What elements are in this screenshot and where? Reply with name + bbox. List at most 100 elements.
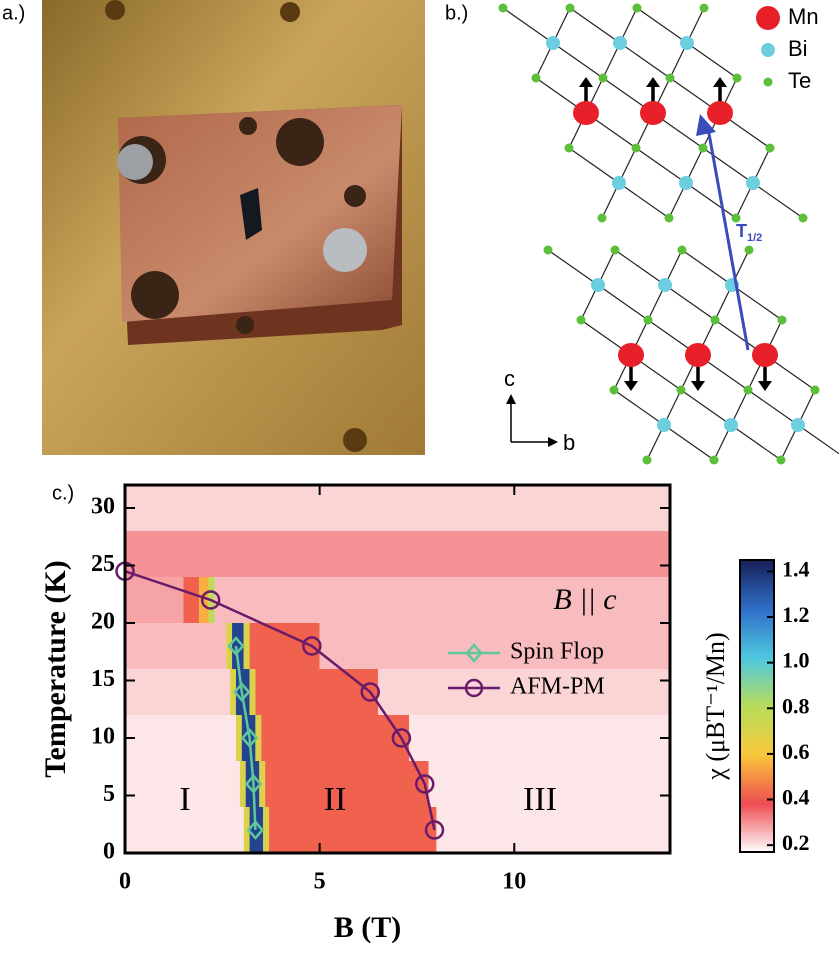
- atom: [685, 343, 711, 367]
- colorbar-step: [740, 778, 774, 783]
- plate-hole: [344, 185, 366, 207]
- heatmap-cell: [261, 715, 410, 761]
- colorbar-step: [740, 743, 774, 748]
- atom: [676, 385, 686, 395]
- colorbar-step: [740, 585, 774, 590]
- colorbar-step: [740, 737, 774, 742]
- atom: [677, 245, 687, 255]
- colorbar-step: [740, 577, 774, 581]
- y-axis-label: Temperature (K): [39, 560, 72, 777]
- translation-vector: [706, 127, 750, 351]
- heatmap-cell: [259, 761, 266, 807]
- atom: [744, 245, 754, 255]
- heatmap-cell: [214, 577, 671, 623]
- colorbar-step: [740, 784, 774, 789]
- colorbar-step: [740, 763, 774, 768]
- bond: [685, 182, 737, 219]
- atom: [498, 3, 508, 13]
- colorbar-step: [740, 673, 774, 678]
- heatmap-cell: [409, 715, 670, 761]
- vector-label-sub: 1/2: [747, 232, 762, 244]
- atom: [632, 3, 642, 13]
- bond: [730, 424, 782, 461]
- colorbar-step: [740, 632, 774, 637]
- y-tick-label: 25: [91, 551, 115, 577]
- sample: [240, 188, 262, 240]
- spin-arrow-head: [713, 77, 727, 87]
- atom: [765, 143, 775, 153]
- atom: [642, 455, 652, 465]
- heatmap-cell: [125, 761, 240, 807]
- legend-label: AFM-PM: [510, 674, 605, 700]
- plate-hole: [276, 118, 324, 166]
- colorbar-step: [740, 810, 774, 815]
- colorbar-step: [740, 828, 774, 833]
- colorbar-step: [740, 787, 774, 792]
- vector-label-main: T: [736, 221, 747, 241]
- photo-hole: [280, 2, 300, 22]
- colorbar-step: [740, 670, 774, 675]
- colorbar-step: [740, 617, 774, 622]
- colorbar-step: [740, 638, 774, 643]
- heatmap-cell: [263, 807, 270, 853]
- colorbar-step: [740, 708, 774, 713]
- colorbar-step: [740, 720, 774, 725]
- colorbar-step: [740, 816, 774, 821]
- photo-hole: [343, 428, 367, 452]
- vector-label: T1/2: [736, 221, 762, 244]
- heatmap-cell: [125, 485, 670, 531]
- atom: [665, 73, 675, 83]
- y-tick-label: 30: [91, 494, 115, 520]
- heatmap-cell: [243, 623, 250, 669]
- heatmap-cell: [319, 623, 670, 669]
- bond: [614, 249, 666, 286]
- colorbar-step: [740, 766, 774, 771]
- colorbar-step: [740, 793, 774, 798]
- marker: [302, 636, 322, 656]
- colorbar-step: [740, 804, 774, 809]
- panel-label: c.): [52, 482, 74, 504]
- x-tick-label: 5: [314, 869, 326, 895]
- colorbar-step: [740, 848, 774, 853]
- y-tick-label: 0: [103, 839, 115, 865]
- heatmap-cell: [378, 669, 670, 715]
- colorbar-tick-label: 1.4: [782, 556, 810, 581]
- bond: [635, 147, 687, 184]
- spin-arrow-head: [624, 381, 638, 391]
- axis-arrow-head: [548, 437, 558, 447]
- plate-hole: [236, 316, 254, 334]
- colorbar-step: [740, 676, 774, 681]
- colorbar-step: [740, 714, 774, 719]
- colorbar-tick-label: 0.6: [782, 739, 810, 764]
- legend-marker: [465, 643, 483, 663]
- bond: [569, 7, 621, 44]
- colorbar-step: [740, 655, 774, 660]
- bond: [636, 7, 688, 44]
- bond: [664, 284, 716, 321]
- legend-atom: [761, 43, 775, 57]
- legend-label: Te: [788, 68, 811, 93]
- colorbar-step: [740, 644, 774, 649]
- bond: [702, 147, 754, 184]
- colorbar-step: [740, 728, 774, 733]
- colorbar-step: [740, 839, 774, 844]
- colorbar-step: [740, 571, 774, 576]
- colorbar-step: [740, 609, 774, 614]
- atom: [798, 213, 808, 223]
- plate-hole: [131, 271, 179, 319]
- colorbar-step: [740, 685, 774, 689]
- legend-marker: [464, 678, 484, 698]
- colorbar-step: [740, 699, 774, 704]
- heatmap-cell: [183, 577, 199, 623]
- bond: [686, 42, 738, 79]
- marker: [227, 636, 245, 656]
- colorbar-step: [740, 652, 774, 657]
- heatmap-cell: [125, 715, 236, 761]
- colorbar-step: [740, 693, 774, 698]
- colorbar-step: [740, 629, 774, 634]
- colorbar-tick-label: 0.4: [782, 785, 810, 810]
- colorbar-step: [740, 582, 774, 587]
- axis-arrow-head: [506, 394, 516, 404]
- heatmap-cell: [243, 807, 250, 853]
- colorbar-step: [740, 781, 774, 786]
